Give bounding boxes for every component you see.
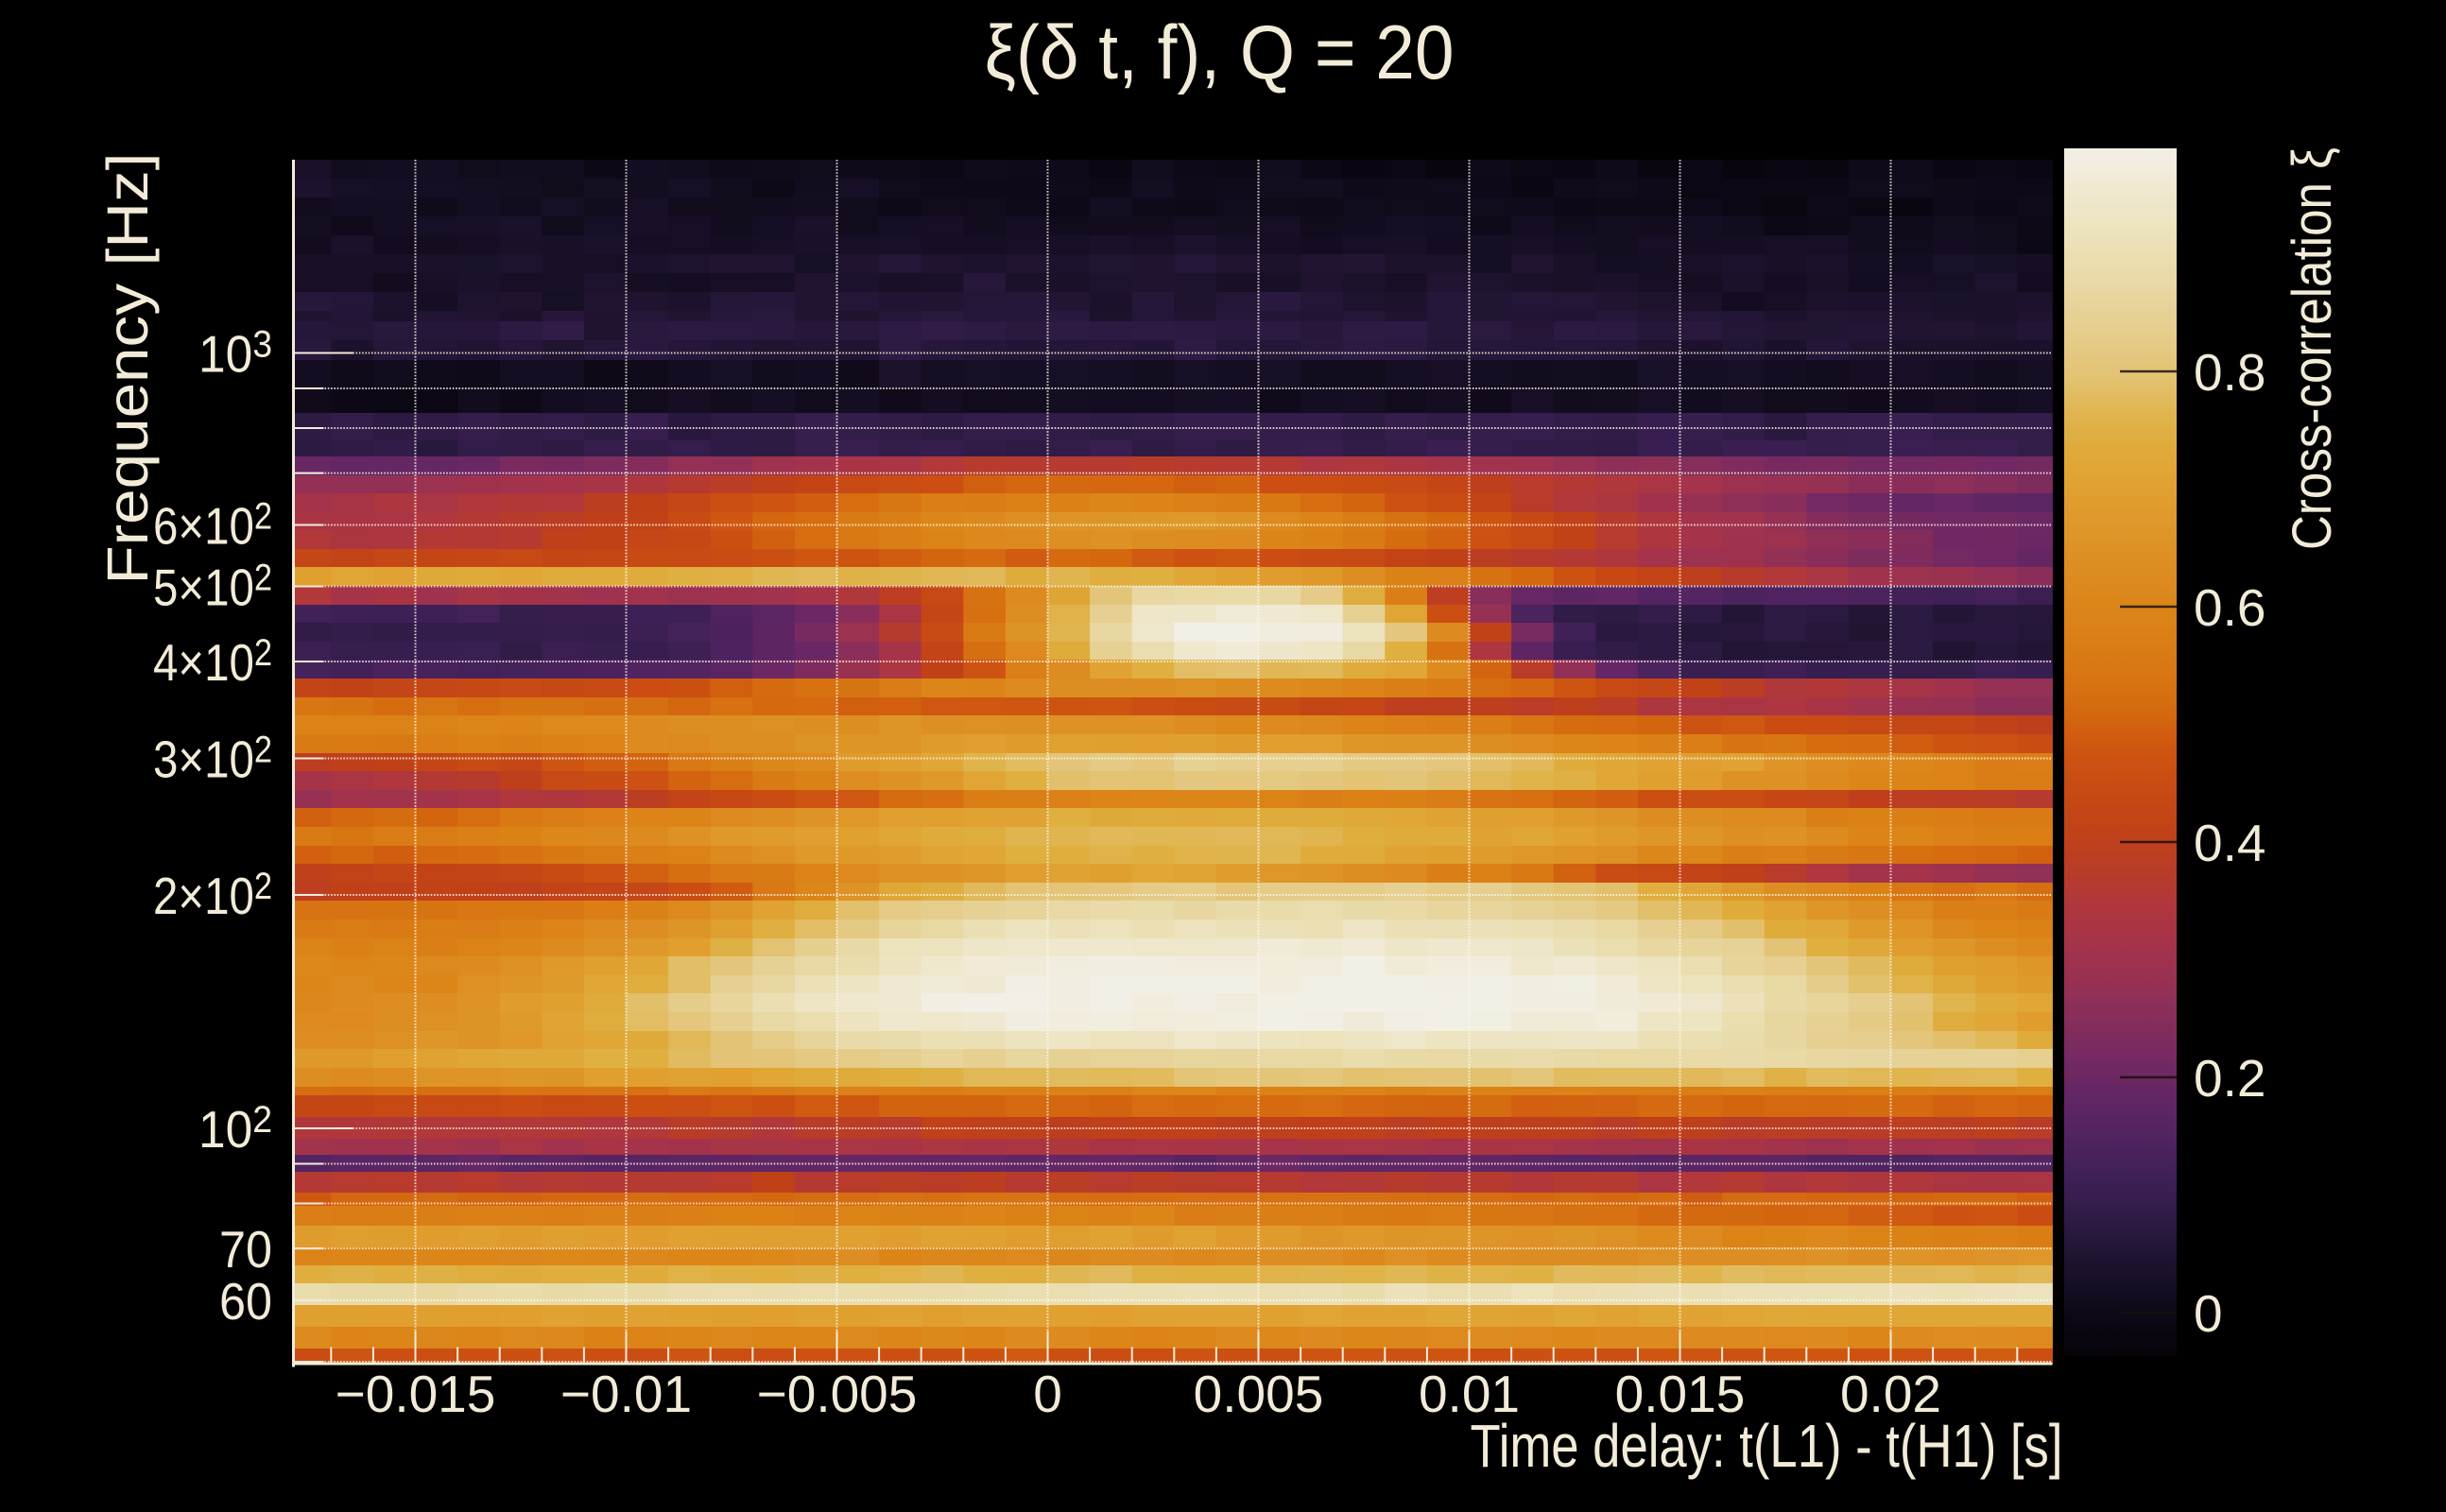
svg-text:0: 0: [2194, 1284, 2223, 1343]
svg-text:3×102: 3×102: [153, 730, 272, 789]
svg-text:0.005: 0.005: [1194, 1365, 1324, 1423]
svg-text:4×102: 4×102: [153, 632, 272, 692]
svg-text:Time delay: t(L1) - t(H1) [s]: Time delay: t(L1) - t(H1) [s]: [1471, 1412, 2063, 1480]
svg-text:−0.01: −0.01: [560, 1365, 692, 1423]
svg-text:103: 103: [198, 324, 272, 384]
svg-text:60: 60: [219, 1272, 272, 1331]
svg-text:5×102: 5×102: [153, 558, 272, 617]
svg-text:0.6: 0.6: [2194, 578, 2265, 637]
svg-text:6×102: 6×102: [153, 496, 272, 556]
svg-text:0.01: 0.01: [1419, 1365, 1520, 1423]
svg-text:−0.005: −0.005: [757, 1365, 918, 1423]
svg-text:Frequency [Hz]: Frequency [Hz]: [95, 153, 160, 585]
svg-text:0.015: 0.015: [1615, 1365, 1746, 1423]
svg-text:ξ(δ t, f), Q = 20: ξ(δ t, f), Q = 20: [985, 10, 1455, 95]
svg-text:Cross-correlation ξ: Cross-correlation ξ: [2282, 147, 2343, 550]
svg-text:2×102: 2×102: [153, 866, 272, 925]
svg-text:70: 70: [219, 1220, 272, 1279]
svg-text:0.8: 0.8: [2194, 343, 2265, 402]
svg-text:0: 0: [1033, 1365, 1062, 1423]
svg-text:0.02: 0.02: [1840, 1365, 1941, 1423]
svg-text:0.4: 0.4: [2194, 814, 2265, 872]
svg-text:0.2: 0.2: [2194, 1049, 2265, 1108]
svg-text:−0.015: −0.015: [336, 1365, 496, 1423]
